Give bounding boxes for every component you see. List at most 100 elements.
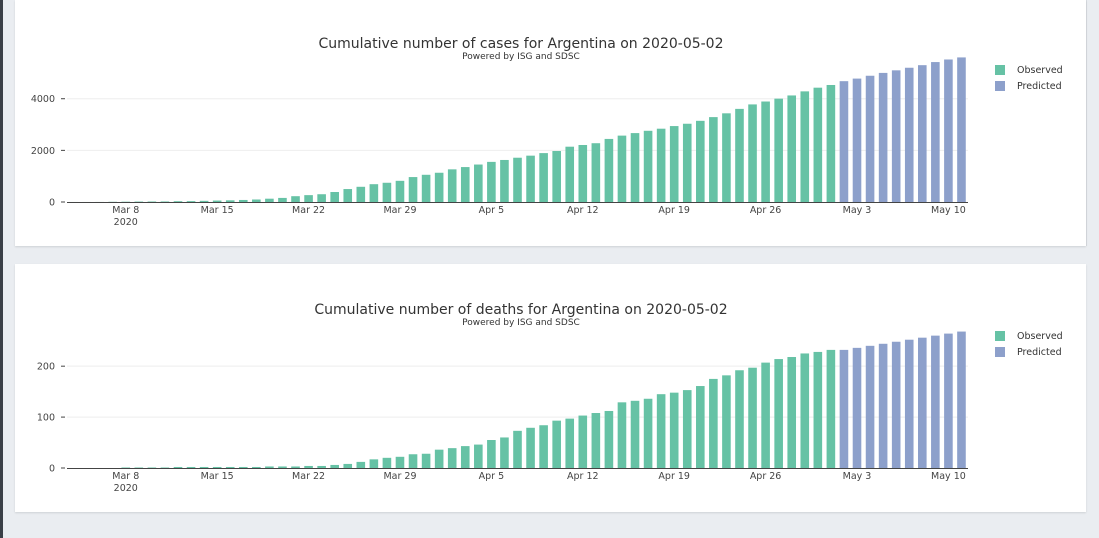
bar-observed[interactable] xyxy=(513,430,522,468)
bar-predicted[interactable] xyxy=(917,337,927,468)
bar-observed[interactable] xyxy=(696,386,705,468)
bar-observed[interactable] xyxy=(474,164,483,202)
bar-observed[interactable] xyxy=(173,466,183,468)
bar-observed[interactable] xyxy=(709,378,718,468)
bar-observed[interactable] xyxy=(526,427,535,468)
bar-observed[interactable] xyxy=(487,161,496,202)
bar-observed[interactable] xyxy=(617,135,627,202)
bar-observed[interactable] xyxy=(761,362,770,468)
bar-observed[interactable] xyxy=(225,200,235,202)
bar-predicted[interactable] xyxy=(878,343,888,468)
bar-observed[interactable] xyxy=(722,113,731,202)
bar-observed[interactable] xyxy=(199,200,209,202)
bar-observed[interactable] xyxy=(748,104,757,202)
legend-label-predicted[interactable]: Predicted xyxy=(1017,347,1062,358)
bar-observed[interactable] xyxy=(487,440,496,468)
bar-observed[interactable] xyxy=(565,146,575,202)
bar-observed[interactable] xyxy=(343,463,353,468)
bar-observed[interactable] xyxy=(238,466,248,468)
chart-legend[interactable]: Observed Predicted xyxy=(995,65,1063,92)
bar-observed[interactable] xyxy=(278,466,287,468)
bar-predicted[interactable] xyxy=(878,72,888,202)
chart-legend[interactable]: Observed Predicted xyxy=(995,331,1063,358)
bar-observed[interactable] xyxy=(421,453,431,468)
bar-predicted[interactable] xyxy=(904,339,914,468)
bar-observed[interactable] xyxy=(134,467,144,468)
bar-observed[interactable] xyxy=(434,172,444,202)
bar-observed[interactable] xyxy=(304,465,313,468)
bar-observed[interactable] xyxy=(173,201,183,202)
bar-observed[interactable] xyxy=(460,446,470,468)
bar-predicted[interactable] xyxy=(944,59,953,202)
bar-observed[interactable] xyxy=(304,195,313,202)
bar-observed[interactable] xyxy=(160,467,170,468)
bar-observed[interactable] xyxy=(265,466,274,468)
bar-observed[interactable] xyxy=(382,182,392,202)
bar-observed[interactable] xyxy=(343,189,353,202)
bar-observed[interactable] xyxy=(395,456,405,468)
bar-observed[interactable] xyxy=(330,464,339,468)
bar-observed[interactable] xyxy=(447,448,457,468)
bar-observed[interactable] xyxy=(578,415,588,468)
bar-observed[interactable] xyxy=(160,201,170,202)
bar-observed[interactable] xyxy=(656,128,666,202)
bar-predicted[interactable] xyxy=(931,62,940,202)
bar-observed[interactable] xyxy=(578,144,588,202)
bar-observed[interactable] xyxy=(278,197,287,202)
bar-observed[interactable] xyxy=(774,98,783,202)
bar-observed[interactable] xyxy=(630,133,640,202)
bar-observed[interactable] xyxy=(526,155,535,202)
bar-observed[interactable] xyxy=(356,186,366,202)
bar-observed[interactable] xyxy=(761,101,770,202)
bar-observed[interactable] xyxy=(212,466,222,468)
bar-predicted[interactable] xyxy=(957,57,966,202)
bar-observed[interactable] xyxy=(199,466,209,468)
legend-label-observed[interactable]: Observed xyxy=(1017,331,1063,342)
bar-observed[interactable] xyxy=(500,159,509,202)
legend-label-predicted[interactable]: Predicted xyxy=(1017,81,1062,92)
bar-observed[interactable] xyxy=(265,198,274,202)
bar-observed[interactable] xyxy=(317,194,326,202)
bar-predicted[interactable] xyxy=(944,333,953,468)
bar-observed[interactable] xyxy=(552,151,561,202)
bar-observed[interactable] xyxy=(252,199,261,202)
bar-observed[interactable] xyxy=(408,454,418,468)
bar-observed[interactable] xyxy=(539,425,548,468)
bar-observed[interactable] xyxy=(421,174,431,202)
bar-observed[interactable] xyxy=(656,394,666,468)
bar-observed[interactable] xyxy=(474,444,483,468)
bar-observed[interactable] xyxy=(735,108,744,202)
bar-observed[interactable] xyxy=(186,466,196,468)
bar-observed[interactable] xyxy=(238,199,248,202)
bar-predicted[interactable] xyxy=(891,341,901,468)
bar-observed[interactable] xyxy=(317,465,326,468)
bar-observed[interactable] xyxy=(225,466,235,468)
bar-observed[interactable] xyxy=(121,467,131,468)
bar-observed[interactable] xyxy=(356,461,366,468)
bar-observed[interactable] xyxy=(565,418,575,468)
bar-observed[interactable] xyxy=(539,153,548,202)
bar-observed[interactable] xyxy=(617,402,627,468)
bar-predicted[interactable] xyxy=(852,78,862,202)
bar-observed[interactable] xyxy=(787,95,797,202)
bar-observed[interactable] xyxy=(500,437,509,468)
bar-predicted[interactable] xyxy=(957,331,966,468)
bar-predicted[interactable] xyxy=(891,70,901,202)
bar-observed[interactable] xyxy=(826,349,836,468)
legend-label-observed[interactable]: Observed xyxy=(1017,65,1063,76)
bar-observed[interactable] xyxy=(774,359,783,468)
bar-predicted[interactable] xyxy=(852,347,862,468)
legend-swatch-observed[interactable] xyxy=(995,331,1005,341)
bar-observed[interactable] xyxy=(735,370,744,468)
bar-observed[interactable] xyxy=(826,84,836,202)
bar-observed[interactable] xyxy=(604,138,614,202)
bar-predicted[interactable] xyxy=(931,335,940,468)
bar-observed[interactable] xyxy=(591,143,601,202)
legend-swatch-observed[interactable] xyxy=(995,65,1005,75)
bar-observed[interactable] xyxy=(330,192,339,202)
bar-observed[interactable] xyxy=(186,201,196,202)
bar-observed[interactable] xyxy=(787,357,797,468)
bar-observed[interactable] xyxy=(395,180,405,202)
bar-observed[interactable] xyxy=(813,351,823,468)
bar-predicted[interactable] xyxy=(865,345,875,468)
